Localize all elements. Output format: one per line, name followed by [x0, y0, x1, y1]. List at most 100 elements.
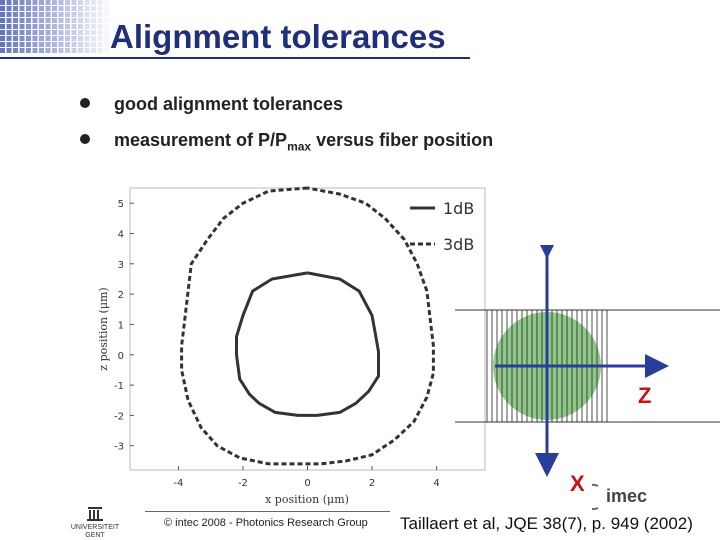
- deco-cell: [19, 48, 25, 53]
- deco-cell: [58, 12, 64, 17]
- deco-cell: [52, 30, 57, 35]
- deco-cell: [45, 6, 51, 11]
- deco-cell: [26, 48, 31, 53]
- deco-cell: [32, 42, 38, 47]
- deco-cell: [45, 12, 51, 17]
- deco-cell: [26, 24, 31, 29]
- deco-cell: [6, 6, 12, 11]
- deco-cell: [78, 6, 83, 11]
- deco-cell: [97, 24, 103, 29]
- ugent-line2: GENT: [85, 532, 105, 539]
- deco-cell: [71, 42, 77, 47]
- deco-cell: [58, 0, 64, 5]
- deco-cell: [58, 6, 64, 11]
- deco-cell: [6, 48, 12, 53]
- deco-cell: [58, 30, 64, 35]
- deco-cell: [91, 42, 96, 47]
- deco-cell: [52, 0, 57, 5]
- deco-cell: [45, 0, 51, 5]
- deco-cell: [84, 0, 90, 5]
- deco-cell: [52, 36, 57, 41]
- bullet-2-text-post: versus fiber position: [311, 130, 494, 150]
- bullet-dot-icon: [80, 98, 90, 109]
- fiber-grating-diagram: Z X: [455, 245, 720, 495]
- deco-cell: [39, 48, 44, 53]
- citation-text: Taillaert et al, JQE 38(7), p. 949 (2002…: [400, 514, 693, 533]
- deco-cell: [0, 6, 5, 11]
- deco-cell: [0, 18, 5, 23]
- deco-cell: [0, 42, 5, 47]
- deco-cell: [19, 24, 25, 29]
- deco-cell: [45, 30, 51, 35]
- deco-cell: [91, 24, 96, 29]
- deco-cell: [26, 36, 31, 41]
- title-underline: [0, 57, 470, 59]
- deco-cell: [32, 48, 38, 53]
- deco-cell: [91, 0, 96, 5]
- deco-cell: [78, 24, 83, 29]
- deco-cell: [19, 18, 25, 23]
- z-axis-label: Z: [638, 383, 651, 408]
- imec-logo: imec: [592, 484, 647, 510]
- deco-cell: [26, 42, 31, 47]
- deco-cell: [78, 12, 83, 17]
- deco-cell: [45, 36, 51, 41]
- deco-cell: [0, 0, 5, 5]
- deco-cell: [91, 36, 96, 41]
- deco-cell: [26, 30, 31, 35]
- y-tick-label: -3: [114, 442, 124, 453]
- deco-cell: [71, 48, 77, 53]
- deco-cell: [45, 42, 51, 47]
- bullet-dot-icon: [80, 134, 90, 145]
- deco-cell: [6, 36, 12, 41]
- deco-cell: [32, 30, 38, 35]
- deco-cell: [45, 24, 51, 29]
- bullet-2-subscript: max: [287, 139, 312, 154]
- deco-cell: [6, 30, 12, 35]
- bullet-2: measurement of P/Pmax versus fiber posit…: [80, 130, 493, 154]
- x-axis-label: X: [570, 471, 585, 495]
- plot-frame: [129, 187, 486, 471]
- ugent-line1: UNIVERSITEIT: [71, 524, 120, 531]
- deco-cell: [84, 48, 90, 53]
- y-tick-label: 0: [118, 351, 124, 362]
- x-tick-label: 4: [433, 478, 439, 489]
- deco-cell: [39, 12, 44, 17]
- deco-cell: [65, 12, 70, 17]
- deco-cell: [32, 18, 38, 23]
- deco-cell: [58, 36, 64, 41]
- deco-cell: [39, 0, 44, 5]
- deco-cell: [97, 30, 103, 35]
- ugent-logo: UNIVERSITEIT GENT: [71, 507, 120, 539]
- deco-cell: [52, 18, 57, 23]
- deco-cell: [91, 30, 96, 35]
- deco-cell: [13, 18, 18, 23]
- deco-cell: [6, 0, 12, 5]
- y-tick-label: 4: [118, 229, 124, 240]
- deco-cell: [78, 30, 83, 35]
- deco-cell: [39, 36, 44, 41]
- deco-cell: [97, 48, 103, 53]
- alignment-chart: -4 -2 0 2 4 -3 -2 -1 0 1 2 3 4 5 1dB 3dB x position (μ…: [97, 186, 486, 506]
- deco-cell: [26, 6, 31, 11]
- deco-cell: [0, 36, 5, 41]
- deco-cell: [84, 24, 90, 29]
- footer-rule: [145, 511, 390, 512]
- imec-wordmark: imec: [606, 486, 647, 506]
- deco-cell: [91, 48, 96, 53]
- bullet-2-text-pre: measurement of P/P: [114, 130, 288, 150]
- deco-cell: [78, 42, 83, 47]
- deco-cell: [78, 0, 83, 5]
- deco-cell: [97, 0, 103, 5]
- deco-cell: [78, 18, 83, 23]
- deco-cell: [97, 18, 103, 23]
- deco-cell: [104, 36, 109, 41]
- deco-cell: [39, 6, 44, 11]
- deco-cell: [52, 6, 57, 11]
- deco-cell: [19, 36, 25, 41]
- x-tick-label: 0: [304, 478, 310, 489]
- y-tick-label: 1: [118, 320, 124, 331]
- deco-cell: [58, 48, 64, 53]
- deco-cell: [78, 36, 83, 41]
- deco-cell: [39, 30, 44, 35]
